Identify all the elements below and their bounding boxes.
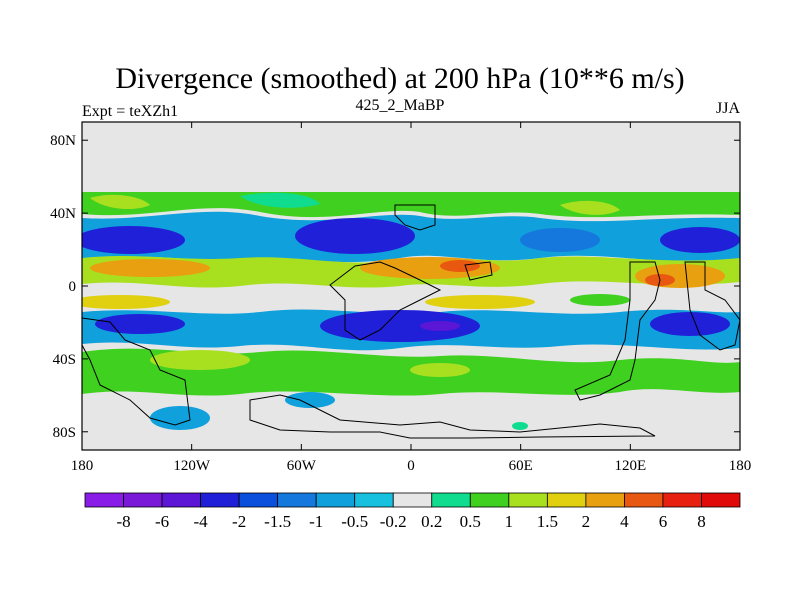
contour-tropical-red-1 (440, 260, 480, 272)
colorbar-swatch (701, 492, 741, 508)
colorbar-label: -0.2 (380, 512, 407, 531)
contour-equatorial-yellow-2 (425, 295, 535, 309)
colorbar-label: -2 (232, 512, 246, 531)
contour-nh-dark-blue-3 (520, 228, 600, 252)
y-tick-label: 80S (53, 425, 76, 441)
x-tick-label: 180 (729, 458, 752, 474)
colorbar-swatch (431, 492, 471, 508)
colorbar-label: 8 (697, 512, 706, 531)
colorbar-label: 1 (505, 512, 514, 531)
contour-nh-cyan-patch (240, 192, 320, 208)
contour-southern-green (512, 422, 528, 430)
colorbar-label: -4 (194, 512, 209, 531)
contour-nh-dark-blue-2 (295, 218, 415, 254)
colorbar-swatch (315, 492, 356, 508)
colorbar-swatch (84, 492, 124, 508)
colorbar-swatch (546, 492, 587, 508)
colorbar-label: -8 (116, 512, 130, 531)
x-tick-label: 60W (287, 458, 317, 474)
y-tick-label: 40S (53, 352, 76, 368)
x-tick-label: 120E (614, 458, 646, 474)
colorbar-swatch (238, 492, 279, 508)
contour-southern-blue-2 (285, 392, 335, 408)
contour-tropical-orange-2 (360, 257, 500, 279)
coastlines (82, 204, 740, 439)
contour-nh-yellow-patch-2 (560, 200, 620, 215)
contour-sh-dark-blue-2 (320, 310, 480, 342)
colorbar-swatch (585, 492, 625, 508)
colorbar-label: -6 (155, 512, 169, 531)
colorbar-label: 4 (620, 512, 629, 531)
colorbar-label: 6 (659, 512, 668, 531)
colorbar: -8 -6 -4 -2 -1.5 -1 -0.5 -0.2 0.2 0.5 1 1.5 2 4 6 8 (84, 492, 741, 531)
colorbar-label: 0.5 (460, 512, 481, 531)
y-axis: 80N 40N 0 40S 80S (50, 133, 740, 441)
colorbar-swatch (277, 492, 317, 508)
contour-tropical-orange-3 (635, 264, 725, 288)
colorbar-swatch (123, 492, 163, 508)
case-label: 425_2_MaBP (355, 97, 445, 114)
colorbar-swatch (200, 492, 240, 508)
y-tick-label: 40N (50, 206, 76, 222)
x-axis: 180 120W 60W 0 60E 120E 180 (71, 122, 752, 474)
contour-nh-dark-blue-1 (82, 226, 185, 254)
chart-title: Divergence (smoothed) at 200 hPa (10**6 … (115, 62, 685, 95)
y-tick-label: 80N (50, 133, 76, 149)
colorbar-swatch (392, 492, 433, 508)
experiment-label: Expt = teXZh1 (82, 103, 179, 120)
contour-tropical-orange-1 (90, 259, 210, 277)
contour-sh-dark-blue-3 (650, 312, 730, 336)
colorbar-label: 2 (582, 512, 591, 531)
colorbar-swatch (624, 492, 664, 508)
contour-equatorial-yellow-1 (82, 295, 170, 309)
contour-sh-yellow-1 (150, 350, 250, 370)
contour-sh-dark-blue-1 (95, 314, 185, 334)
contour-equatorial-green (570, 294, 630, 306)
colorbar-swatch (354, 492, 394, 508)
x-tick-label: 180 (71, 458, 94, 474)
x-tick-label: 120W (173, 458, 211, 474)
contour-sh-yellow-2 (410, 363, 470, 377)
colorbar-swatch (161, 492, 201, 508)
x-tick-label: 60E (509, 458, 533, 474)
contour-nh-dark-blue-4 (660, 227, 740, 253)
colorbar-label: -1 (309, 512, 323, 531)
colorbar-label: 1.5 (537, 512, 558, 531)
colorbar-swatch (662, 492, 702, 508)
colorbar-label: 0.2 (421, 512, 442, 531)
colorbar-swatch (508, 492, 548, 508)
colorbar-swatch (469, 492, 510, 508)
y-tick-label: 0 (69, 279, 77, 295)
season-label: JJA (715, 100, 740, 117)
x-tick-label: 0 (407, 458, 415, 474)
contour-sh-purple-1 (420, 321, 460, 331)
contour-southern-blue-1 (150, 406, 210, 430)
contour-nh-yellow-patch-1 (90, 194, 150, 210)
contour-field (82, 192, 740, 439)
colorbar-label: -1.5 (264, 512, 291, 531)
colorbar-label: -0.5 (341, 512, 368, 531)
